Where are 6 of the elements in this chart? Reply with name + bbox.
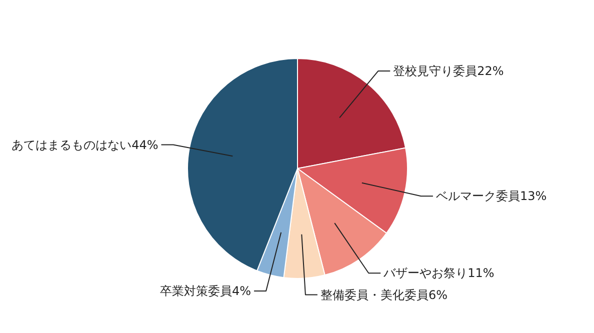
slice-label: 卒業対策委員4% (160, 284, 252, 298)
slice-label: ベルマーク委員13% (436, 189, 547, 204)
slice-label: あてはまるものはない44% (12, 138, 158, 152)
slice-label: 登校見守り委員22% (393, 64, 504, 78)
slice-label: 整備委員・美化委員6% (320, 288, 448, 302)
slice-label: バザーやお祭り11% (382, 266, 494, 280)
